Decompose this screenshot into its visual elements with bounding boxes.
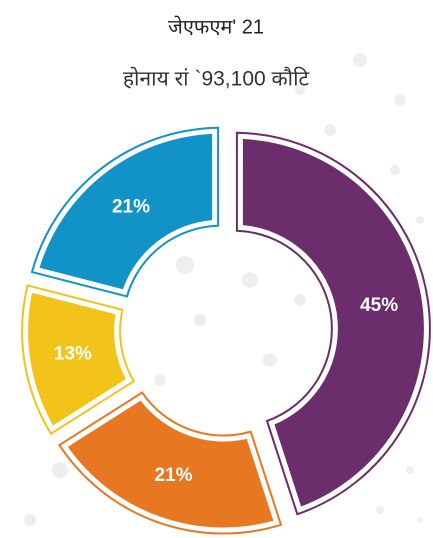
segment <box>242 138 424 507</box>
segment-label: 45% <box>360 295 398 316</box>
segment-label: 21% <box>112 197 150 218</box>
chart-title: जेएफएम' 21 <box>168 15 264 38</box>
segment <box>67 400 274 528</box>
background-dots <box>24 53 424 526</box>
segment-label: 13% <box>54 343 92 364</box>
segment <box>39 133 213 290</box>
chart-subtitle: होनाय रां `93,100 कौटि <box>123 67 310 91</box>
segment-label: 21% <box>154 465 192 486</box>
segment <box>28 292 126 426</box>
